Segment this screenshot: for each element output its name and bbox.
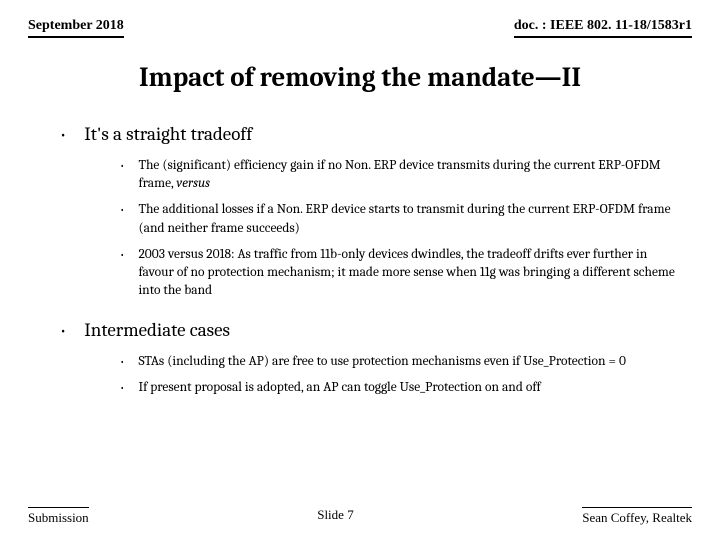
bullet-dot: • [120,157,124,175]
footer-left: Submission [28,507,89,526]
content-area: • It's a straight tradeoff • The (signif… [0,123,720,397]
sub-bullet: • 2003 versus 2018: As traffic from 11b-… [120,246,680,301]
sub-bullet: • The (significant) efficiency gain if n… [120,157,680,193]
sub-bullet-text: STAs (including the AP) are free to use … [138,353,680,371]
sub-bullet: • If present proposal is adopted, an AP … [120,379,680,397]
main-bullet-2-text: Intermediate cases [84,319,230,341]
sub-list-1: • The (significant) efficiency gain if n… [60,157,680,301]
header-doc: doc. : IEEE 802. 11-18/1583r1 [514,18,692,38]
sub-bullet-text: If present proposal is adopted, an AP ca… [138,379,680,397]
main-bullet-2: • Intermediate cases [60,319,680,343]
header-date: September 2018 [28,18,124,38]
bullet-dot: • [120,201,124,219]
sub-text-italic: versus [176,176,210,191]
bullet-dot: • [120,379,124,397]
footer-right: Sean Coffey, Realtek [582,507,692,526]
bullet-dot: • [60,319,66,343]
bullet-dot: • [60,123,66,147]
sub-bullet-text: The (significant) efficiency gain if no … [138,157,680,193]
footer: Submission Slide 7 Sean Coffey, Realtek [0,507,720,526]
sub-list-2: • STAs (including the AP) are free to us… [60,353,680,397]
main-bullet-1-text: It's a straight tradeoff [84,123,252,145]
slide-title: Impact of removing the mandate—II [0,62,720,93]
sub-bullet-text: 2003 versus 2018: As traffic from 11b-on… [138,246,680,301]
sub-text-part: The (significant) efficiency gain if no … [138,158,660,191]
header: September 2018 doc. : IEEE 802. 11-18/15… [0,0,720,38]
bullet-dot: • [120,353,124,371]
sub-bullet: • STAs (including the AP) are free to us… [120,353,680,371]
sub-bullet: • The additional losses if a Non. ERP de… [120,201,680,237]
main-bullet-1: • It's a straight tradeoff [60,123,680,147]
sub-bullet-text: The additional losses if a Non. ERP devi… [138,201,680,237]
bullet-dot: • [120,246,124,264]
footer-center: Slide 7 [317,507,353,526]
